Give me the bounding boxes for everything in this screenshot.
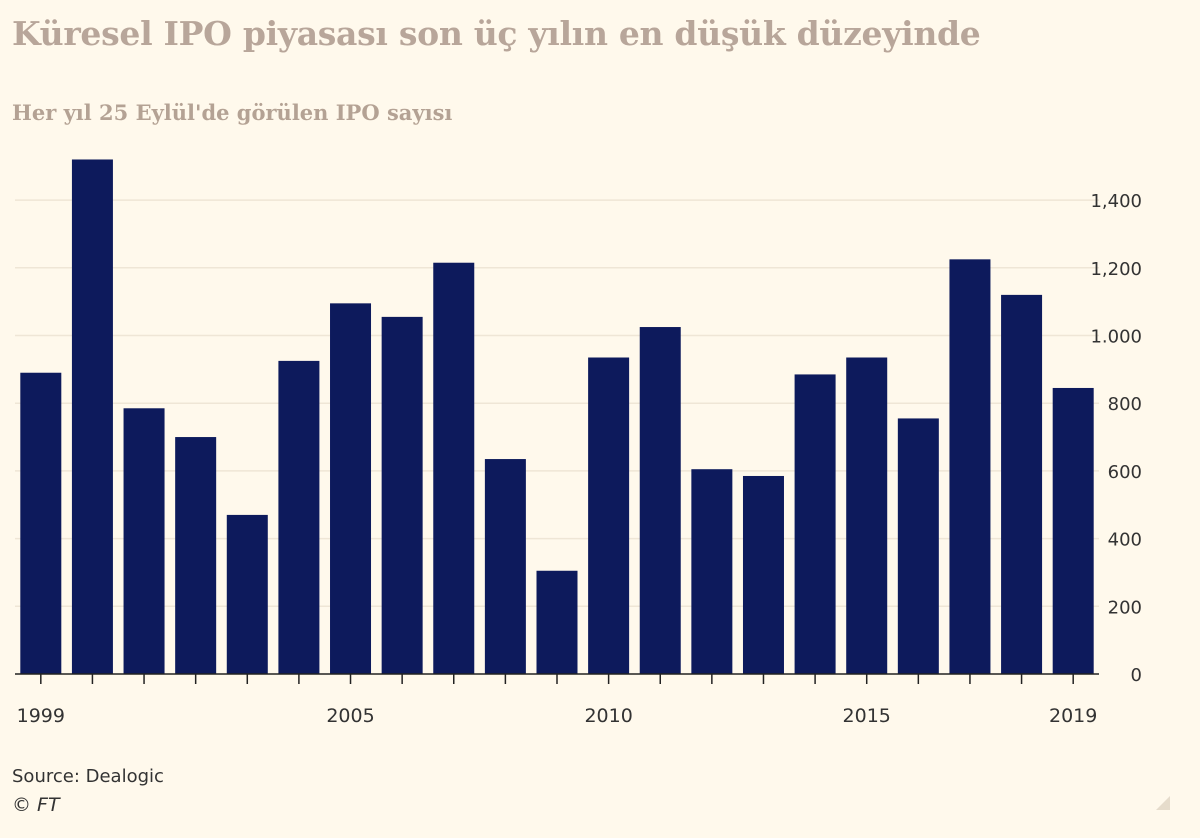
- source-note: Source: Dealogic: [12, 766, 164, 787]
- y-tick-label: 0: [1131, 665, 1142, 686]
- bar-2008: [484, 459, 526, 674]
- bar-2016: [897, 418, 939, 674]
- y-tick-label: 1.000: [1090, 327, 1142, 348]
- bar-2018: [1001, 294, 1043, 674]
- bar-2019: [1052, 387, 1094, 674]
- bar-2012: [691, 469, 733, 674]
- bar-2005: [330, 303, 372, 674]
- bar-2017: [949, 259, 991, 674]
- x-tick-label: 2005: [326, 705, 374, 727]
- x-tick-label: 2019: [1049, 705, 1097, 727]
- y-tick-label: 400: [1108, 530, 1142, 551]
- y-tick-label: 200: [1108, 597, 1142, 618]
- chart-subtitle: Her yıl 25 Eylül'de görülen IPO sayısı: [12, 100, 453, 125]
- bar-2004: [278, 360, 320, 674]
- bar-2009: [536, 570, 578, 674]
- bar-2006: [381, 316, 423, 674]
- y-tick-label: 800: [1108, 394, 1142, 415]
- y-tick-label: 600: [1108, 462, 1142, 483]
- chart-title: Küresel IPO piyasası son üç yılın en düş…: [12, 14, 981, 53]
- bar-2001: [123, 408, 165, 674]
- copyright-credit: © FT: [12, 794, 60, 816]
- bar-2002: [175, 437, 217, 674]
- x-tick-label: 2010: [584, 705, 632, 727]
- bar-1999: [20, 372, 62, 674]
- bar-2003: [226, 514, 268, 674]
- bar-2007: [433, 262, 475, 674]
- bar-2011: [639, 327, 681, 674]
- x-tick-label: 1999: [17, 705, 65, 727]
- bar-2013: [742, 475, 784, 674]
- bar-2015: [846, 357, 888, 674]
- bar-2000: [71, 159, 113, 675]
- y-tick-label: 1,200: [1090, 259, 1142, 280]
- corner-mark-icon: [1156, 796, 1170, 810]
- y-tick-label: 1,400: [1090, 191, 1142, 212]
- bar-2014: [794, 374, 836, 674]
- x-tick-label: 2015: [843, 705, 891, 727]
- bar-2010: [588, 357, 630, 674]
